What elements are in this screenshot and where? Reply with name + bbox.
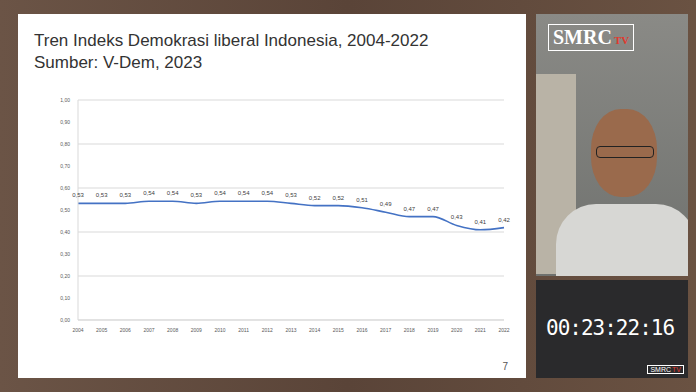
svg-text:0,20: 0,20 [60,273,70,279]
html-text:7: 7 [502,361,508,372]
svg-text:0,40: 0,40 [60,229,70,235]
svg-text:0,90: 0,90 [60,119,70,125]
svg-text:0,53: 0,53 [190,192,202,198]
svg-text:0,60: 0,60 [60,185,70,191]
svg-text:0,42: 0,42 [498,217,510,223]
html-text:SMRC TV: SMRC TV [650,366,681,373]
svg-text:0,30: 0,30 [60,251,70,257]
svg-text:0,10: 0,10 [60,295,70,301]
svg-text:2006: 2006 [120,327,131,333]
svg-text:0,53: 0,53 [285,192,297,198]
svg-text:2013: 2013 [285,327,296,333]
svg-text:0,53: 0,53 [96,192,108,198]
svg-text:0,50: 0,50 [60,207,70,213]
html-text:Sumber: V-Dem, 2023: Sumber: V-Dem, 2023 [34,53,203,72]
svg-text:0,70: 0,70 [60,163,70,169]
html-text:00:23:22:16: 00:23:22:16 [546,316,675,340]
svg-text:2005: 2005 [96,327,107,333]
svg-text:2009: 2009 [191,327,202,333]
svg-text:2022: 2022 [498,327,509,333]
svg-text:0,54: 0,54 [238,190,250,196]
html-text:SMRCTV: SMRCTV [553,26,630,48]
svg-text:2019: 2019 [427,327,438,333]
svg-text:0,49: 0,49 [380,201,392,207]
svg-text:2015: 2015 [333,327,344,333]
svg-text:0,53: 0,53 [72,192,84,198]
svg-text:0,47: 0,47 [427,206,439,212]
svg-text:0,54: 0,54 [261,190,273,196]
svg-text:0,41: 0,41 [474,219,486,225]
svg-text:2020: 2020 [451,327,462,333]
svg-text:0,52: 0,52 [332,195,344,201]
svg-text:0,43: 0,43 [451,214,463,220]
html-text:Tren Indeks Demokrasi liberal: Tren Indeks Demokrasi liberal Indonesia,… [34,31,429,50]
svg-text:0,53: 0,53 [119,192,131,198]
svg-text:0,54: 0,54 [143,190,155,196]
svg-text:0,54: 0,54 [214,190,226,196]
svg-text:2012: 2012 [262,327,273,333]
svg-text:2014: 2014 [309,327,320,333]
svg-text:0,54: 0,54 [167,190,179,196]
svg-text:2010: 2010 [214,327,225,333]
svg-text:0,80: 0,80 [60,141,70,147]
svg-text:0,51: 0,51 [356,197,368,203]
svg-text:2017: 2017 [380,327,391,333]
svg-text:2021: 2021 [475,327,486,333]
svg-text:2008: 2008 [167,327,178,333]
svg-text:0,52: 0,52 [309,195,321,201]
svg-text:2007: 2007 [143,327,154,333]
svg-text:0,00: 0,00 [60,317,70,323]
svg-text:2018: 2018 [404,327,415,333]
svg-text:2004: 2004 [72,327,83,333]
svg-text:1,00: 1,00 [60,97,70,103]
svg-text:0,47: 0,47 [403,206,415,212]
svg-text:2016: 2016 [356,327,367,333]
svg-text:2011: 2011 [238,327,249,333]
